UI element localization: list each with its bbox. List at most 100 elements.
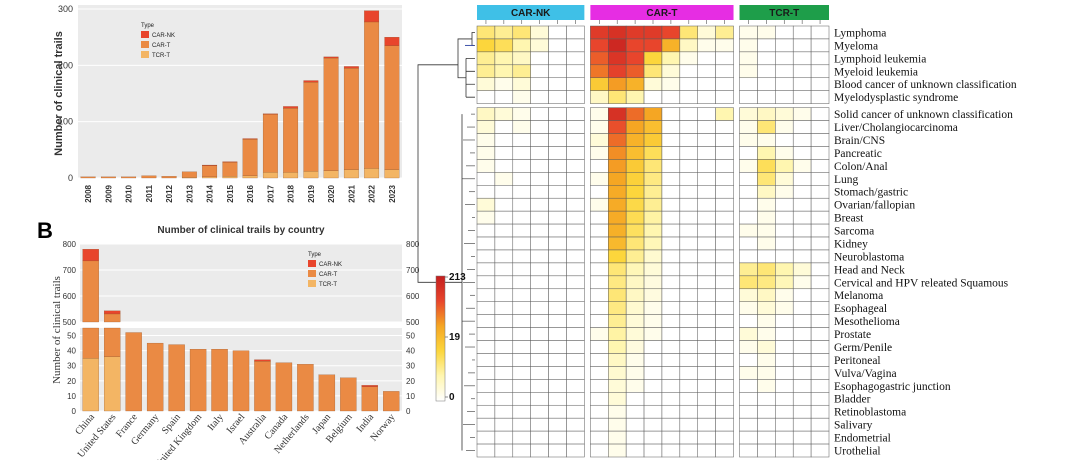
heatmap-cell [566, 120, 585, 134]
heatmap-cell [625, 25, 645, 40]
heatmap-cell [608, 25, 627, 40]
bar-car-t-2018 [283, 108, 299, 173]
heatmap-cell [661, 133, 681, 147]
heatmap-cell [810, 77, 830, 91]
y-tick-label-right: 500 [406, 318, 420, 327]
heatmap-cell [625, 223, 645, 238]
heatmap-cell [679, 120, 698, 134]
heatmap-cell [548, 185, 567, 199]
row-label: Pancreatic [834, 148, 882, 160]
bar-car-t-canada [275, 362, 293, 412]
x-tick-label: 2009 [104, 184, 113, 202]
heatmap-cell [476, 404, 496, 419]
row-label: Cervical and HPV releated Squamous [834, 277, 1009, 289]
heatmap-cell [566, 159, 585, 173]
bar-car-nk-2019 [303, 80, 319, 83]
heatmap-cell [625, 327, 645, 341]
bar-car-t-2009 [100, 176, 116, 179]
heatmap-cell [792, 210, 812, 225]
heatmap-cell [512, 120, 531, 134]
heatmap-cell [715, 443, 734, 458]
heatmap-cell [697, 146, 716, 160]
heatmap-cell [775, 417, 794, 432]
row-label: Mesothelioma [834, 316, 900, 328]
heatmap-cell [494, 90, 514, 104]
heatmap-cell [494, 417, 514, 432]
heatmap-cell [775, 172, 794, 186]
heatmap-cell [679, 146, 698, 160]
heatmap-cell [625, 443, 645, 458]
heatmap-cell [476, 366, 496, 380]
heatmap-cell [530, 133, 549, 147]
heatmap-cell [530, 236, 549, 251]
heatmap-cell [548, 327, 567, 341]
heatmap-cell [715, 107, 734, 121]
heatmap-cell [792, 172, 812, 186]
x-tick-label: 2020 [327, 184, 336, 202]
column-group-header-car-nk [477, 5, 585, 20]
heatmap-cell [775, 210, 794, 225]
y-tick-label-left: 0 [72, 407, 77, 416]
heatmap-cell [530, 107, 549, 121]
heatmap-cell [697, 314, 716, 328]
bar-car-nk-2018 [283, 106, 299, 109]
heatmap-cell [697, 327, 716, 341]
heatmap-cell [530, 262, 549, 277]
heatmap-cell [530, 288, 549, 302]
heatmap-cell [739, 236, 758, 251]
x-tick-label: 2011 [145, 184, 154, 202]
heatmap-cell [661, 262, 681, 277]
heatmap-cell [775, 443, 794, 458]
heatmap-cell [697, 120, 716, 134]
y-tick-label-right: 700 [406, 266, 420, 275]
heatmap-cell [643, 77, 663, 91]
heatmap-cell [608, 133, 627, 147]
heatmap-cell [757, 133, 776, 147]
x-tick-label: 2008 [84, 184, 93, 202]
heatmap-cell [625, 133, 645, 147]
heatmap-cell [530, 327, 549, 341]
heatmap-cell [775, 223, 794, 238]
heatmap-cell [530, 51, 549, 66]
heatmap-cell [792, 77, 812, 91]
heatmap-cell [792, 223, 812, 238]
y-tick-label: 100 [58, 117, 73, 127]
bar-tcr-t-united-states [104, 356, 121, 412]
heatmap-cell [792, 90, 812, 104]
heatmap-cell [697, 443, 716, 458]
row-label: Colon/Anal [834, 161, 888, 173]
bar-car-t-2020 [323, 57, 339, 171]
heatmap-cell [608, 417, 627, 432]
heatmap-cell [697, 38, 716, 53]
heatmap-cell [792, 301, 812, 315]
heatmap-cell [697, 210, 716, 225]
row-label: Ovarian/fallopian [834, 200, 915, 212]
heatmap-cell [608, 64, 627, 79]
heatmap-cell [643, 159, 663, 173]
heatmap-cell [715, 197, 734, 212]
heatmap-cell [715, 430, 734, 445]
heatmap-cell [679, 275, 698, 290]
heatmap-cell [757, 288, 776, 302]
heatmap-cell [548, 301, 567, 315]
legend-swatch-tcr-t [308, 280, 316, 287]
heatmap-cell [548, 430, 567, 445]
heatmap-cell [494, 353, 514, 367]
heatmap-cell [739, 314, 758, 328]
legend-swatch-tcr-t [141, 51, 149, 58]
heatmap-cell [625, 366, 645, 380]
bar-tcr-t-2018 [283, 172, 299, 179]
heatmap-cell [548, 159, 567, 173]
heatmap-cell [625, 107, 645, 121]
heatmap-cell [757, 223, 776, 238]
heatmap-cell [548, 379, 567, 393]
row-label: Melanoma [834, 290, 883, 302]
heatmap-cell [476, 25, 496, 40]
heatmap-cell [566, 172, 585, 186]
heatmap-cell [679, 210, 698, 225]
heatmap-cell [715, 288, 734, 302]
heatmap-cell [530, 353, 549, 367]
x-tick-label: 2023 [388, 184, 397, 202]
heatmap-cell [494, 210, 514, 225]
heatmap-cell [476, 64, 496, 79]
